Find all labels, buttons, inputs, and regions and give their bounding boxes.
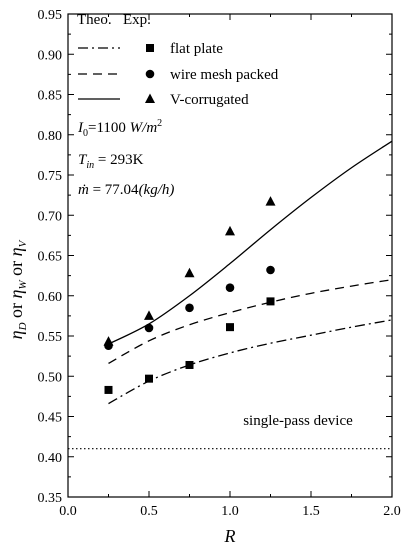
data-point-wire-mesh-packed: [144, 323, 154, 333]
data-point-v-corrugated: [265, 196, 276, 206]
y-tick-label: 0.60: [38, 290, 63, 305]
legend-marker-wire-mesh-packed: [145, 69, 155, 79]
y-tick-label: 0.50: [38, 370, 63, 385]
data-point-wire-mesh-packed: [185, 303, 194, 313]
y-axis-title: ηD or ηW or ηV: [6, 239, 29, 339]
y-tick-label: 0.75: [38, 169, 63, 184]
y-tick-label: 0.80: [38, 129, 63, 144]
x-tick-label: 2.0: [383, 504, 401, 519]
legend-rows: flat plate wire mesh packed V-corrugated: [78, 41, 279, 108]
legend-header-exp: Exp.: [123, 12, 151, 28]
y-tick-label: 0.70: [38, 209, 63, 224]
reference-line-label: single-pass device: [243, 413, 353, 429]
y-tick-label: 0.65: [38, 250, 63, 265]
theory-curve-flat-plate: [108, 319, 393, 405]
data-point-v-corrugated: [144, 310, 154, 320]
y-tick-label: 0.95: [38, 8, 63, 23]
data-point-v-corrugated: [225, 225, 235, 236]
y-tick-label: 0.35: [38, 491, 63, 506]
data-point-v-corrugated: [184, 267, 195, 278]
data-point-wire-mesh-packed: [225, 283, 235, 293]
theory-curves: [108, 140, 393, 405]
legend-label-flat-plate: flat plate: [170, 41, 223, 57]
y-tick-label: 0.55: [38, 330, 63, 345]
data-point-flat-plate: [185, 360, 194, 369]
x-axis-title: R: [224, 526, 236, 546]
axes: 0.0 0.5 1.0 1.5 2.0 0.35 0.40 0.45 0.50 0.55 0.60 0…: [38, 8, 401, 519]
theory-curve-v-corrugated: [108, 140, 393, 345]
y-tick-label: 0.40: [38, 451, 63, 466]
legend-header-theo: Theo.: [77, 12, 112, 28]
annotations: I0=1100 W/m2 Tin = 293K ṁ = 77.04(kg/h): [77, 118, 174, 198]
x-tick-label: 0.0: [59, 504, 77, 519]
legend-label-wire-mesh-packed: wire mesh packed: [170, 67, 279, 83]
data-point-v-corrugated: [103, 336, 114, 346]
data-point-wire-mesh-packed: [266, 265, 275, 275]
legend-label-v-corrugated: V-corrugated: [170, 92, 249, 108]
legend-marker-v-corrugated: [145, 93, 155, 103]
data-point-flat-plate: [145, 374, 153, 383]
x-tick-label: 1.5: [302, 504, 320, 519]
annotation-mass-flow: ṁ = 77.04(kg/h): [78, 182, 174, 198]
legend: Theo. Exp. flat plate wire mesh packed V-c…: [77, 12, 279, 108]
annotation-inlet-temperature: Tin = 293K: [78, 152, 144, 171]
y-tick-label: 0.45: [38, 411, 63, 426]
x-tick-label: 1.0: [221, 504, 239, 519]
data-point-flat-plate: [226, 323, 234, 332]
experimental-points: [103, 196, 276, 394]
data-point-flat-plate: [104, 385, 113, 394]
annotation-irradiance: I0=1100 W/m2: [77, 118, 162, 139]
y-tick-label: 0.90: [38, 48, 63, 63]
theory-curve-wire-mesh-packed: [108, 279, 393, 364]
y-tick-label: 0.85: [38, 89, 63, 104]
data-point-flat-plate: [266, 297, 275, 306]
x-tick-label: 0.5: [140, 504, 158, 519]
legend-marker-flat-plate: [146, 44, 154, 52]
